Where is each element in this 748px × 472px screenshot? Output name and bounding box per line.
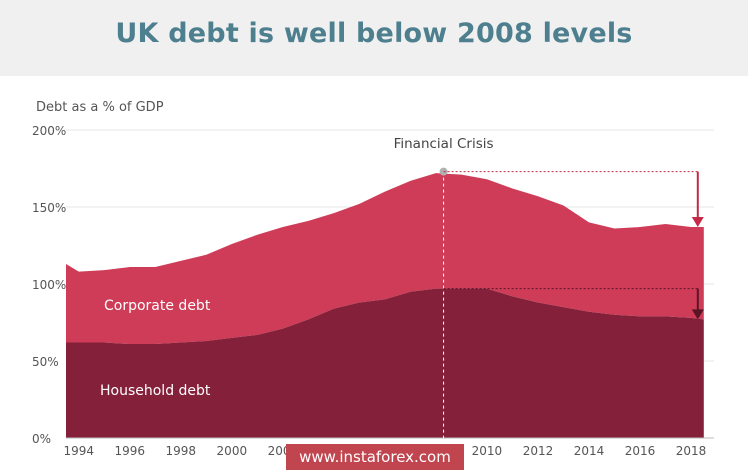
x-tick-label: 1996 <box>115 444 146 458</box>
corporate-debt-label: Corporate debt <box>104 298 211 314</box>
x-tick-label: 1994 <box>63 444 94 458</box>
x-tick-label: 1998 <box>166 444 197 458</box>
x-tick-label: 2000 <box>217 444 248 458</box>
corporate-debt-area <box>66 173 704 345</box>
household-debt-arrow-head <box>691 309 704 320</box>
x-tick-label: 2012 <box>523 444 554 458</box>
y-axis-label: Debt as a % of GDP <box>36 100 164 115</box>
crisis-annotation-label: Financial Crisis <box>394 136 494 152</box>
y-tick-label: 100% <box>32 278 66 292</box>
household-debt-label: Household debt <box>100 383 211 399</box>
x-tick-label: 2018 <box>676 444 707 458</box>
x-tick-label: 2016 <box>625 444 656 458</box>
y-tick-label: 0% <box>32 432 51 446</box>
chart-title: UK debt is well below 2008 levels <box>115 18 633 49</box>
household-debt-area <box>66 288 704 438</box>
title-bar <box>0 0 748 76</box>
x-tick-label: 2014 <box>574 444 605 458</box>
x-tick-label: 2010 <box>472 444 503 458</box>
y-tick-label: 150% <box>32 201 66 215</box>
watermark: www.instaforex.com <box>286 444 464 470</box>
y-tick-label: 200% <box>32 124 66 138</box>
y-tick-label: 50% <box>32 355 59 369</box>
total-debt-arrow-head <box>691 217 704 228</box>
